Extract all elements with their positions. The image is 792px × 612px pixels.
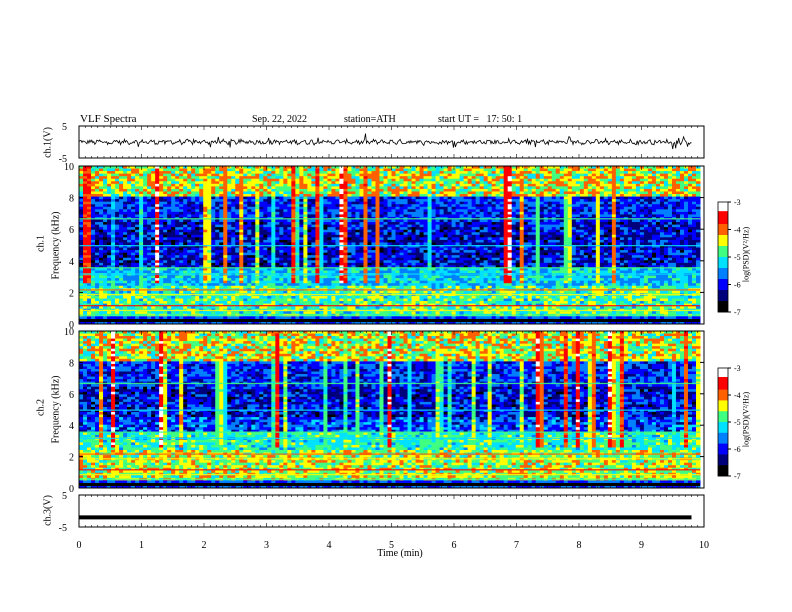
y-tick-label: 5 bbox=[62, 122, 67, 133]
ch1-waveform-trace bbox=[79, 134, 692, 150]
ch1-spectrogram-panel bbox=[79, 166, 701, 325]
